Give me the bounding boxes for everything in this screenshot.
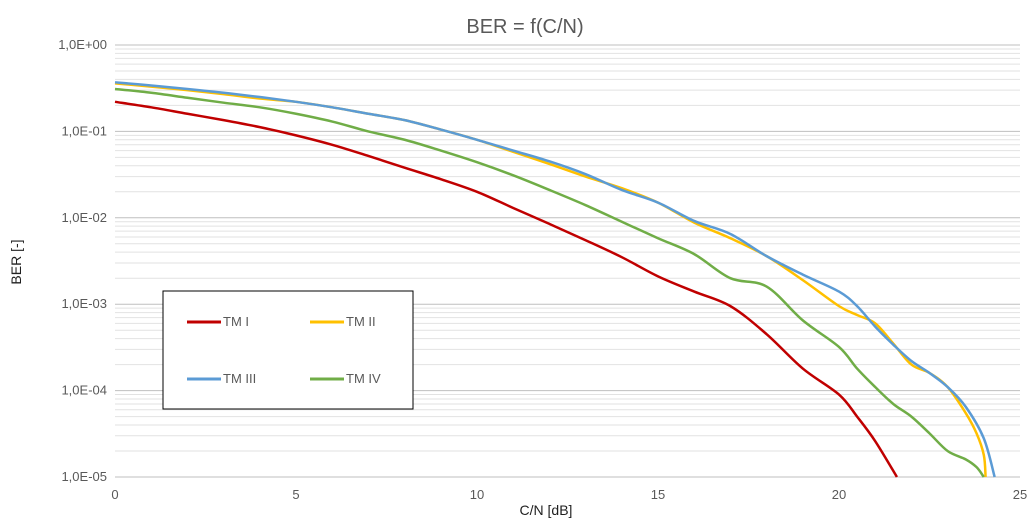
y-axis-title: BER [-] — [8, 239, 24, 284]
x-tick-label: 15 — [651, 487, 665, 502]
x-tick-label: 20 — [832, 487, 846, 502]
series-line-tm-iv — [114, 87, 985, 478]
x-tick-label: 25 — [1013, 487, 1027, 502]
x-tick-label: 10 — [470, 487, 484, 502]
x-tick-label: 0 — [111, 487, 118, 502]
y-tick-label: 1,0E-04 — [61, 383, 107, 398]
legend-label: TM III — [223, 371, 256, 386]
legend-label: TM I — [223, 314, 249, 329]
series-line-tm-iii — [114, 81, 996, 478]
legend: TM I TM II TM III TM IV — [162, 290, 414, 410]
y-tick-label: 1,0E-05 — [61, 469, 107, 484]
legend-label: TM IV — [346, 371, 381, 386]
y-tick-label: 1,0E-01 — [61, 123, 107, 138]
legend-label: TM II — [346, 314, 376, 329]
x-tick-label: 5 — [292, 487, 299, 502]
x-axis-title: C/N [dB] — [520, 502, 573, 518]
y-tick-label: 1,0E+00 — [58, 37, 107, 52]
chart-title: BER = f(C/N) — [466, 16, 583, 38]
x-tick-labels: 0 5 10 15 20 25 — [111, 487, 1027, 502]
y-tick-label: 1,0E-03 — [61, 296, 107, 311]
y-tick-labels: 1,0E+00 1,0E-01 1,0E-02 1,0E-03 1,0E-04 1,0E-… — [58, 37, 107, 484]
legend-box — [162, 290, 414, 410]
series-line-tm-i — [114, 100, 898, 478]
y-tick-label: 1,0E-02 — [61, 210, 107, 225]
series-lines — [114, 81, 996, 478]
